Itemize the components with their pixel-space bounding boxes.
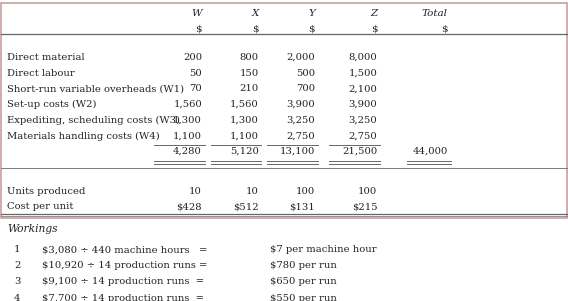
Text: 4,280: 4,280: [173, 147, 202, 156]
Text: 10: 10: [189, 187, 202, 196]
Text: 13,100: 13,100: [279, 147, 315, 156]
Text: $428: $428: [177, 202, 202, 211]
Text: 1,560: 1,560: [173, 100, 202, 109]
Text: 4: 4: [14, 293, 20, 301]
Text: 2,750: 2,750: [349, 132, 377, 141]
Text: $10,920 ÷ 14 production runs =: $10,920 ÷ 14 production runs =: [42, 261, 207, 270]
Text: $215: $215: [352, 202, 377, 211]
Text: Workings: Workings: [7, 224, 58, 234]
Text: 150: 150: [239, 69, 258, 78]
Text: 2,100: 2,100: [348, 84, 377, 93]
Text: X: X: [251, 9, 258, 18]
Text: Y: Y: [308, 9, 315, 18]
Text: Materials handling costs (W4): Materials handling costs (W4): [7, 132, 160, 141]
Text: 1,500: 1,500: [348, 69, 377, 78]
Text: 1,100: 1,100: [173, 132, 202, 141]
Text: 1,100: 1,100: [229, 132, 258, 141]
Text: 800: 800: [240, 53, 258, 62]
Text: 70: 70: [189, 84, 202, 93]
Text: $550 per run: $550 per run: [270, 293, 337, 301]
Text: 21,500: 21,500: [342, 147, 377, 156]
Text: 210: 210: [239, 84, 258, 93]
Text: Direct labour: Direct labour: [7, 69, 75, 78]
Text: Direct material: Direct material: [7, 53, 85, 62]
Text: $3,080 ÷ 440 machine hours   =: $3,080 ÷ 440 machine hours =: [42, 245, 207, 254]
Text: 10: 10: [246, 187, 258, 196]
Text: Expediting, scheduling costs (W3): Expediting, scheduling costs (W3): [7, 116, 180, 125]
Text: $: $: [308, 24, 315, 33]
Text: $650 per run: $650 per run: [270, 278, 337, 287]
Text: $7 per machine hour: $7 per machine hour: [270, 245, 377, 254]
Text: Total: Total: [422, 9, 448, 18]
Text: 1,300: 1,300: [173, 116, 202, 125]
Text: 3,900: 3,900: [349, 100, 377, 109]
Text: 1: 1: [14, 245, 20, 254]
Text: 3,250: 3,250: [286, 116, 315, 125]
Text: 200: 200: [183, 53, 202, 62]
Text: 8,000: 8,000: [349, 53, 377, 62]
Text: $9,100 ÷ 14 production runs  =: $9,100 ÷ 14 production runs =: [42, 278, 204, 287]
Text: $780 per run: $780 per run: [270, 261, 337, 270]
Text: $131: $131: [289, 202, 315, 211]
Text: 3,900: 3,900: [286, 100, 315, 109]
Text: $: $: [441, 24, 448, 33]
Text: Units produced: Units produced: [7, 187, 85, 196]
Text: 100: 100: [296, 187, 315, 196]
Text: $: $: [252, 24, 258, 33]
Text: 1,560: 1,560: [230, 100, 258, 109]
Text: 44,000: 44,000: [412, 147, 448, 156]
Text: $: $: [195, 24, 202, 33]
Text: $: $: [371, 24, 377, 33]
Text: 2: 2: [14, 261, 20, 270]
Text: 3,250: 3,250: [349, 116, 377, 125]
Text: $7,700 ÷ 14 production runs  =: $7,700 ÷ 14 production runs =: [42, 293, 204, 301]
Text: $512: $512: [233, 202, 258, 211]
Text: Cost per unit: Cost per unit: [7, 202, 73, 211]
Text: 5,120: 5,120: [229, 147, 258, 156]
Text: 500: 500: [296, 69, 315, 78]
Text: 50: 50: [189, 69, 202, 78]
Text: 100: 100: [358, 187, 377, 196]
Text: 1,300: 1,300: [229, 116, 258, 125]
Text: 2,750: 2,750: [286, 132, 315, 141]
Text: Z: Z: [370, 9, 377, 18]
Text: Set-up costs (W2): Set-up costs (W2): [7, 100, 97, 109]
Text: W: W: [191, 9, 202, 18]
Text: Short-run variable overheads (W1): Short-run variable overheads (W1): [7, 84, 184, 93]
Text: 700: 700: [296, 84, 315, 93]
Text: 2,000: 2,000: [286, 53, 315, 62]
Text: 3: 3: [14, 278, 20, 287]
